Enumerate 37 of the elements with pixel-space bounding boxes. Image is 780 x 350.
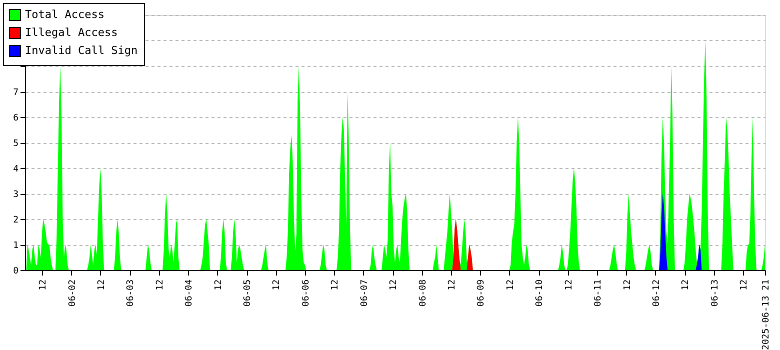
y-tick-label: 4 xyxy=(13,164,18,174)
x-tick-label: 12 xyxy=(740,280,750,290)
y-tick-label: 1 xyxy=(13,241,18,251)
legend-label: Total Access xyxy=(25,8,104,21)
x-tick-label: 06-05 xyxy=(243,280,254,307)
x-tick-label: 06-03 xyxy=(126,280,136,307)
x-tick-label: 12 xyxy=(214,280,224,290)
x-tick-label: 12 xyxy=(272,280,282,290)
x-tick-label: 12 xyxy=(622,280,633,290)
y-tick-label: 6 xyxy=(13,114,18,124)
x-tick-label: 06-09 xyxy=(476,280,487,307)
y-tick-label: 3 xyxy=(13,190,18,200)
x-tick-label: 06-08 xyxy=(418,280,428,307)
x-tick-label: 12 xyxy=(564,280,574,290)
x-tick-label: 12 xyxy=(96,280,107,290)
x-tick-label: 2025-06-13 21 xyxy=(762,280,772,350)
y-tick-label: 0 xyxy=(13,266,18,276)
x-tick-label: 12 xyxy=(38,280,49,290)
x-tick-label: 12 xyxy=(330,280,341,290)
x-tick-label: 06-02 xyxy=(68,280,78,307)
x-tick-label: 06-11 xyxy=(594,280,604,307)
x-tick-label: 06-12 xyxy=(652,280,662,307)
x-tick-label: 06-07 xyxy=(360,280,370,307)
x-tick-label: 06-06 xyxy=(301,280,312,307)
x-tick-label: 12 xyxy=(447,280,458,290)
x-tick-label: 12 xyxy=(155,280,166,290)
x-tick-label: 06-04 xyxy=(184,280,195,307)
x-tick-label: 12 xyxy=(506,280,516,290)
x-tick-label: 06-13 xyxy=(710,280,720,307)
x-tick-label: 06-10 xyxy=(535,280,546,307)
x-tick-label: 12 xyxy=(681,280,692,290)
legend-label: Invalid Call Sign xyxy=(25,44,138,57)
y-tick-label: 7 xyxy=(13,88,18,98)
x-tick-label: 12 xyxy=(389,280,400,290)
y-tick-label: 2 xyxy=(13,216,18,226)
y-tick-label: 5 xyxy=(13,139,18,149)
legend-label: Illegal Access xyxy=(25,26,118,39)
